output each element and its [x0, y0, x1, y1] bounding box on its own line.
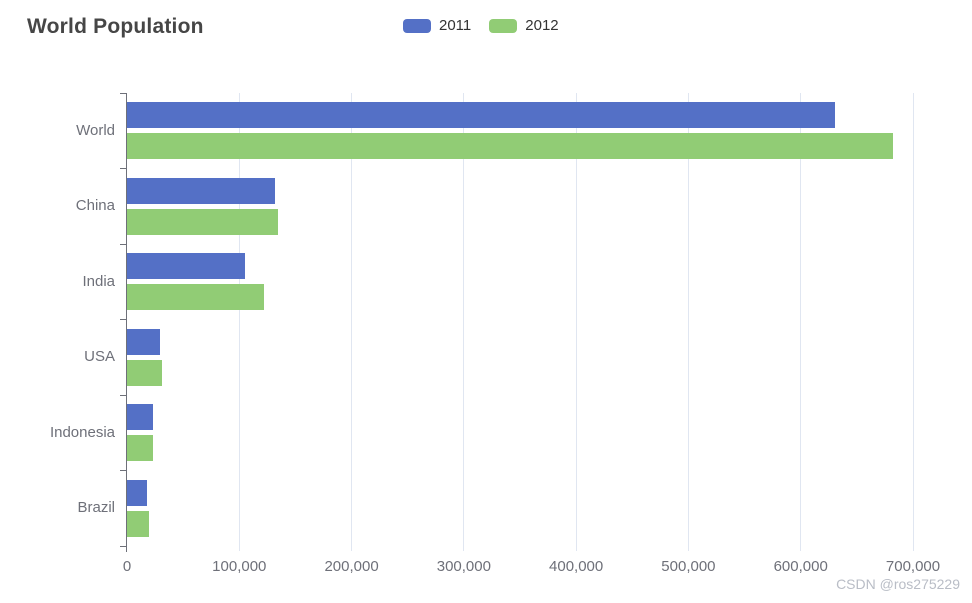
chart-title: World Population	[27, 15, 204, 38]
watermark: CSDN @ros275229	[836, 576, 960, 592]
y-axis-tick	[120, 243, 127, 245]
x-tick-label: 200,000	[324, 558, 379, 575]
x-gridline-200,000	[351, 93, 353, 551]
x-gridline-100,000	[238, 93, 240, 551]
legend-swatch-2011-icon	[403, 19, 431, 33]
legend-item-2011[interactable]: 2011	[403, 16, 471, 36]
x-gridline-400,000	[575, 93, 577, 551]
bar-usa-2012[interactable]	[127, 359, 162, 386]
x-tick-label: 0	[122, 558, 132, 575]
category-label-india: India	[82, 272, 115, 290]
y-axis-tick	[120, 545, 127, 547]
y-axis-tick	[120, 319, 127, 320]
category-label-indonesia: Indonesia	[49, 423, 115, 441]
x-tick-label: 400,000	[549, 558, 604, 575]
bar-brazil-2011[interactable]	[127, 479, 148, 506]
category-label-usa: USA	[84, 348, 115, 366]
category-label-china: China	[75, 197, 115, 215]
y-axis-tick	[120, 168, 127, 169]
legend-label-2011: 2011	[439, 17, 472, 34]
x-tick-label: 500,000	[661, 558, 716, 575]
bar-usa-2011[interactable]	[127, 328, 160, 355]
plot-area: 0 100,000 200,000 300,000 400,000 500,000 600,…	[50, 92, 940, 575]
y-axis-tick	[120, 470, 127, 471]
x-tick-label: 100,000	[212, 558, 267, 575]
legend-swatch-2012-icon	[489, 19, 518, 33]
legend-item-2012[interactable]: 2012	[489, 16, 559, 36]
x-gridline-300,000	[463, 93, 465, 551]
x-tick-label: 600,000	[773, 558, 828, 575]
category-label-world: World	[76, 121, 115, 139]
x-axis-tick-zero	[126, 546, 127, 552]
bar-india-2012[interactable]	[127, 284, 264, 311]
x-tick-label: 700,000	[885, 558, 941, 575]
x-gridline-600,000	[800, 93, 802, 551]
legend: 2011 2012	[403, 16, 559, 36]
bar-india-2011[interactable]	[127, 253, 245, 280]
bar-world-2012[interactable]	[127, 133, 893, 160]
category-label-brazil: Brazil	[77, 499, 115, 517]
y-axis-tick	[120, 92, 127, 94]
x-gridline-500,000	[687, 93, 689, 551]
bar-brazil-2012[interactable]	[127, 510, 149, 537]
bar-indonesia-2011[interactable]	[127, 404, 154, 431]
y-axis-tick	[120, 394, 127, 396]
bar-indonesia-2012[interactable]	[127, 435, 154, 462]
x-gridline-700,000	[912, 93, 914, 551]
bar-china-2012[interactable]	[127, 208, 278, 235]
bar-china-2011[interactable]	[127, 177, 275, 204]
x-tick-label: 300,000	[436, 558, 491, 575]
bar-world-2011[interactable]	[127, 102, 835, 129]
legend-label-2012: 2012	[525, 17, 559, 34]
